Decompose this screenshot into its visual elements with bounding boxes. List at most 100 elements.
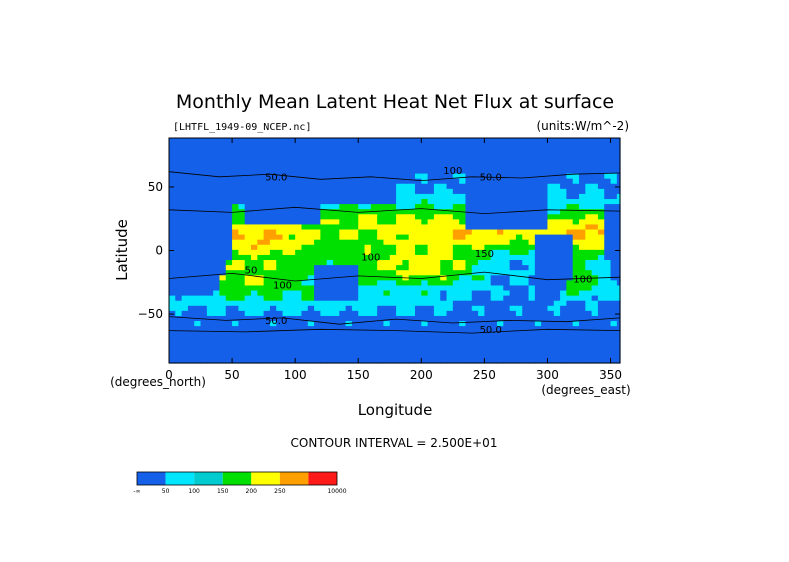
map-cell [187,260,195,266]
map-cell [433,305,441,312]
map-cell [364,310,372,317]
map-cell [187,173,195,180]
map-cell [314,148,321,154]
map-cell [433,209,441,215]
map-cell [433,214,441,220]
map-cell [282,204,290,210]
map-cell [364,249,372,256]
map-cell [263,219,271,226]
map-cell [572,204,580,210]
map-cell [396,336,403,342]
map-cell [484,270,492,276]
map-cell [503,224,511,231]
map-cell [515,275,523,281]
map-cell [541,193,549,200]
map-cell [484,285,492,292]
map-cell [553,275,561,281]
map-cell [604,300,612,307]
map-cell [269,270,277,276]
map-cell [566,163,574,170]
map-cell [415,321,422,327]
map-cell [503,204,511,210]
map-cell [333,280,340,287]
map-cell [377,148,385,154]
map-cell [307,326,315,332]
map-cell [187,265,195,271]
map-cell [421,346,429,353]
map-cell [597,239,605,246]
map-cell [301,219,309,226]
map-cell [503,138,511,144]
map-cell [257,183,265,190]
map-cell [415,224,422,231]
map-cell [553,143,561,149]
map-cell [585,295,593,302]
map-cell [433,199,441,205]
map-cell [225,219,233,226]
map-cell [503,265,511,271]
map-cell [610,310,618,317]
map-cell [301,158,309,165]
map-cell [402,285,410,292]
map-cell [320,234,328,241]
map-cell [522,148,530,154]
map-cell [206,341,214,348]
map-cell [206,321,214,327]
map-cell [181,183,189,190]
map-cell [244,275,252,281]
map-cell [572,295,580,302]
map-cell [497,321,504,327]
map-cell [320,341,328,348]
map-cell [269,244,277,251]
map-cell [547,158,555,165]
map-cell [358,275,366,281]
map-cell [333,188,340,195]
map-cell [490,138,498,144]
map-cell [579,310,586,317]
map-cell [194,336,202,342]
map-cell [427,163,435,170]
map-cell [534,148,542,154]
map-cell [345,280,353,287]
map-cell [389,321,397,327]
map-cell [497,270,504,276]
map-cell [579,239,586,246]
map-cell [200,270,208,276]
map-cell [181,138,189,144]
map-cell [402,188,410,195]
map-cell [427,183,435,190]
map-cell [572,153,580,159]
map-cell [169,244,176,251]
map-cell [560,173,567,180]
map-cell [560,168,567,175]
map-cell [402,295,410,302]
map-cell [219,290,227,297]
map-cell [206,315,214,322]
map-cell [465,356,473,363]
map-cell [213,356,221,363]
map-cell [276,336,284,342]
map-cell [547,275,555,281]
colorbar-label: -∞ [133,488,140,495]
map-cell [560,239,567,246]
map-cell [459,356,467,363]
map-cell [478,346,485,353]
map-cell [427,219,435,226]
map-cell [307,193,315,200]
map-cell [433,356,441,363]
map-cell [232,331,239,337]
map-cell [276,275,284,281]
map-cell [263,193,271,200]
map-cell [282,315,290,322]
map-cell [301,351,309,358]
map-cell [585,341,593,348]
map-cell [269,326,277,332]
map-cell [528,346,536,353]
map-cell [522,315,530,322]
map-cell [276,153,284,159]
map-cell [585,234,593,241]
map-cell [263,168,271,175]
map-cell [465,143,473,149]
map-cell [597,331,605,337]
map-cell [314,260,321,266]
